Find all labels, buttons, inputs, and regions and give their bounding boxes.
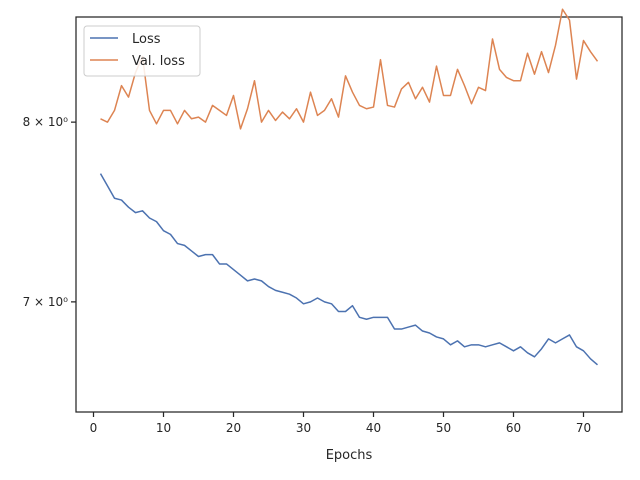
y-tick-label: 8 × 10⁰ — [23, 115, 69, 129]
y-axis-ticks: 7 × 10⁰ 8 × 10⁰ — [23, 115, 76, 309]
legend: Loss Val. loss — [83, 25, 201, 77]
x-axis-ticks: 0 10 20 30 40 50 60 70 — [90, 412, 591, 435]
series-layer — [99, 8, 599, 366]
x-tick-label: 30 — [296, 421, 311, 435]
x-tick-label: 0 — [90, 421, 98, 435]
x-tick-label: 20 — [226, 421, 241, 435]
x-tick-label: 60 — [506, 421, 521, 435]
x-tick-label: 10 — [156, 421, 171, 435]
x-tick-label: 70 — [576, 421, 591, 435]
legend-label-val-loss: Val. loss — [132, 54, 185, 69]
x-axis-label: Epochs — [326, 448, 373, 463]
x-tick-label: 40 — [366, 421, 381, 435]
series-line-val-loss — [100, 8, 599, 130]
y-tick-label: 7 × 10⁰ — [23, 295, 69, 309]
x-tick-label: 50 — [436, 421, 451, 435]
series-line-loss — [99, 173, 598, 366]
legend-label-loss: Loss — [132, 32, 161, 47]
